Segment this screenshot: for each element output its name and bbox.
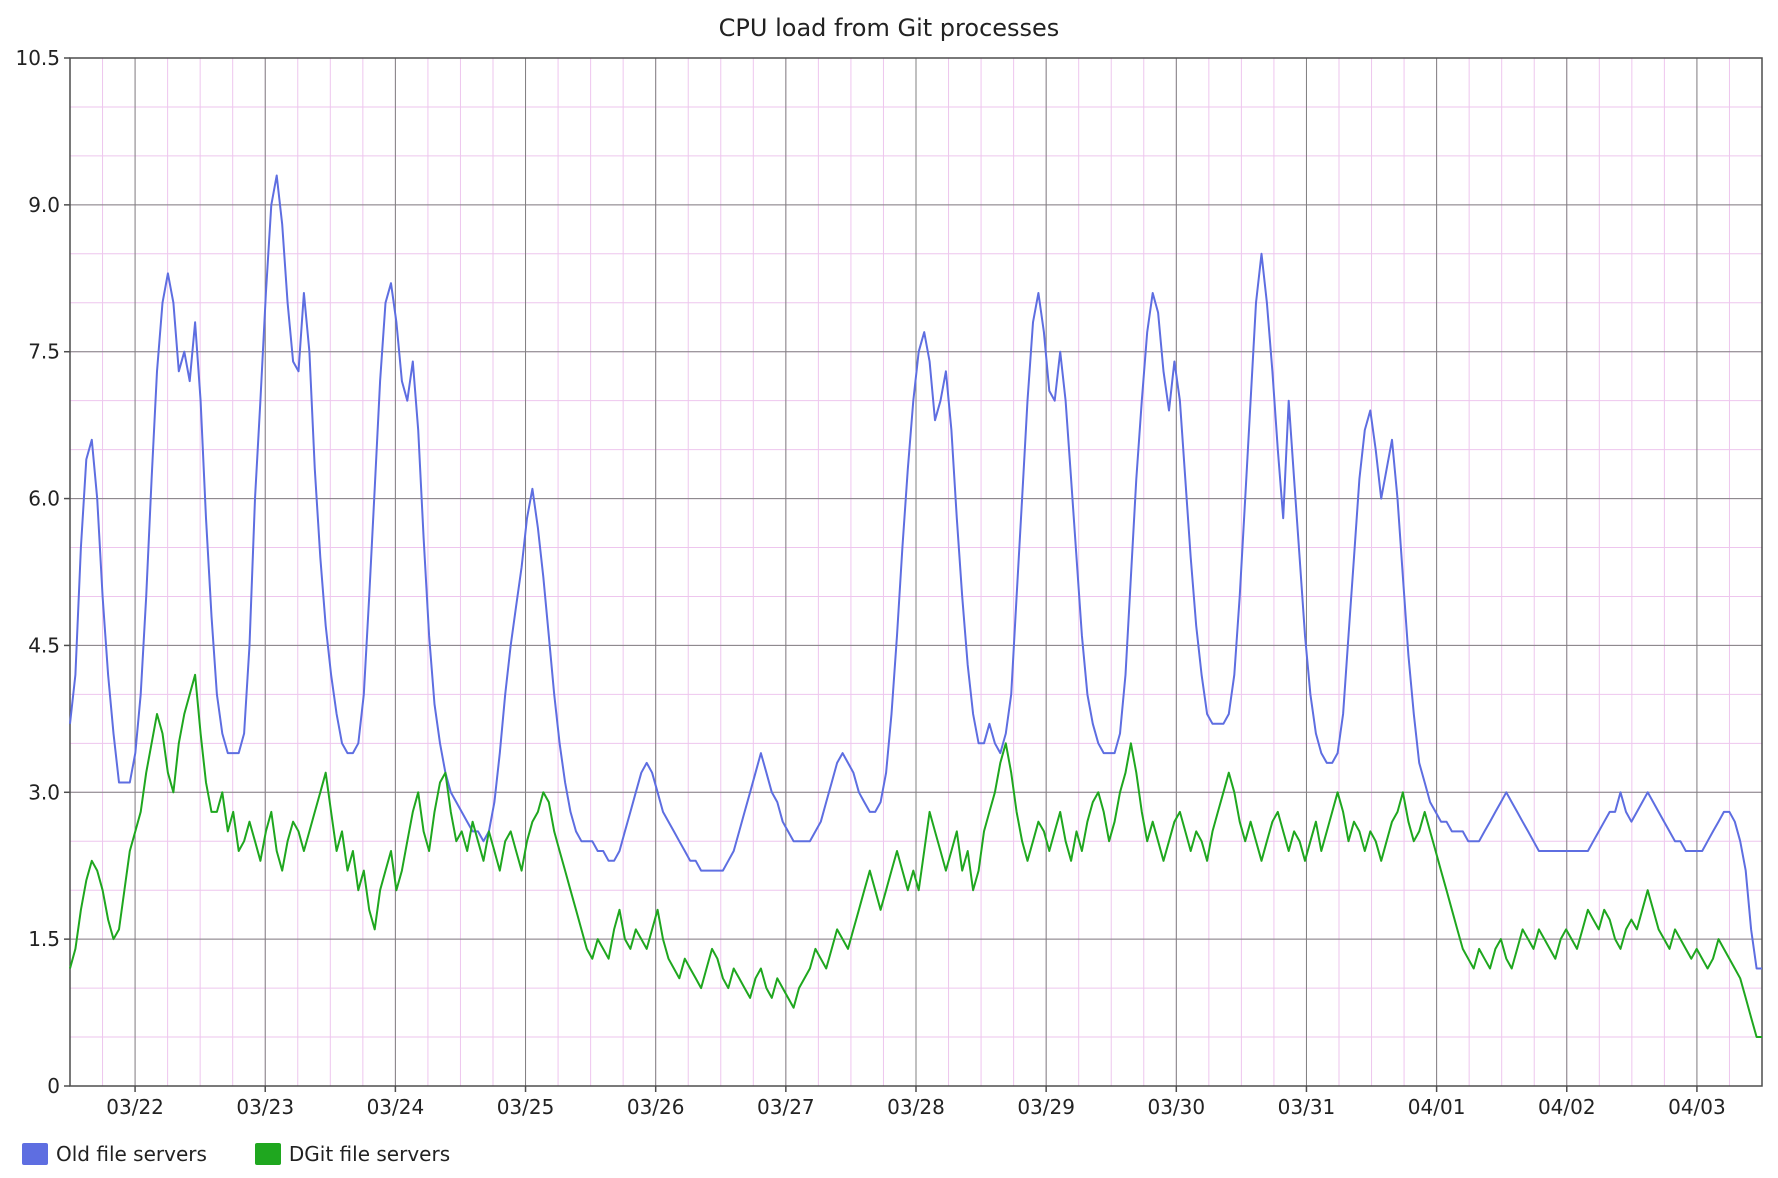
x-tick-label: 03/27 xyxy=(757,1095,815,1119)
x-tick-label: 03/28 xyxy=(887,1095,945,1119)
legend-item-old: Old file servers xyxy=(22,1142,207,1166)
x-tick-label: 04/01 xyxy=(1408,1095,1466,1119)
y-tick-label: 1.5 xyxy=(28,927,60,951)
x-tick-label: 03/24 xyxy=(367,1095,425,1119)
legend-item-dgit: DGit file servers xyxy=(255,1142,450,1166)
x-tick-label: 03/22 xyxy=(106,1095,164,1119)
x-tick-label: 03/25 xyxy=(497,1095,555,1119)
x-tick-label: 03/23 xyxy=(236,1095,294,1119)
cpu-load-chart: CPU load from Git processes 01.53.04.56.… xyxy=(0,0,1778,1178)
legend-swatch-old xyxy=(22,1143,48,1165)
x-tick-label: 03/31 xyxy=(1278,1095,1336,1119)
y-tick-label: 10.5 xyxy=(15,46,60,70)
chart-legend: Old file servers DGit file servers xyxy=(22,1142,450,1166)
x-tick-label: 03/30 xyxy=(1147,1095,1205,1119)
legend-label-dgit: DGit file servers xyxy=(289,1142,450,1166)
y-tick-label: 4.5 xyxy=(28,633,60,657)
x-tick-label: 04/02 xyxy=(1538,1095,1596,1119)
legend-swatch-dgit xyxy=(255,1143,281,1165)
y-tick-label: 6.0 xyxy=(28,487,60,511)
grid-major xyxy=(70,58,1762,1086)
x-tick-label: 03/29 xyxy=(1017,1095,1075,1119)
x-tick-label: 03/26 xyxy=(627,1095,685,1119)
chart-svg: 0 1.5 3.0 4.5 6.0 7.5 9.0 10.5 03/22 03/23 03/24 03… xyxy=(0,0,1778,1178)
y-tick-label: 0 xyxy=(47,1074,60,1098)
y-tick-label: 9.0 xyxy=(28,193,60,217)
legend-label-old: Old file servers xyxy=(56,1142,207,1166)
y-tick-label: 7.5 xyxy=(28,340,60,364)
x-tick-label: 04/03 xyxy=(1668,1095,1726,1119)
y-tick-label: 3.0 xyxy=(28,780,60,804)
